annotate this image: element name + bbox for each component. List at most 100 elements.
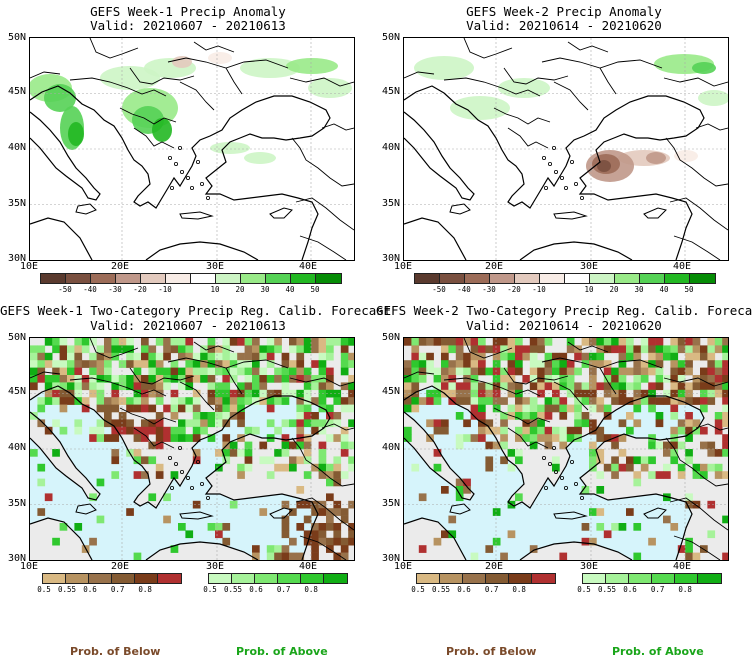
lon-label: 10E	[19, 561, 39, 572]
lon-label: 40E	[672, 261, 692, 272]
colorbar-swatch	[88, 573, 113, 584]
colorbar-swatch	[115, 273, 142, 284]
colorbar-tick: 10	[584, 285, 594, 294]
colorbar-swatch	[651, 573, 676, 584]
colorbar-tick: 0.55	[57, 585, 77, 594]
colorbar-tick: 50	[684, 285, 694, 294]
lon-label: 30E	[205, 261, 225, 272]
colorbar-tick: 0.55	[223, 585, 243, 594]
colorbar-swatch	[414, 273, 441, 284]
lon-label: 30E	[205, 561, 225, 572]
colorbar-swatch	[65, 573, 90, 584]
lon-label: 20E	[110, 261, 130, 272]
lat-label: 30N	[381, 253, 400, 264]
colorbar-tick: 30	[260, 285, 270, 294]
colorbar-tick: 20	[609, 285, 619, 294]
colorbar-swatch	[240, 273, 267, 284]
colorbar-swatch	[157, 573, 182, 584]
lon-label: 10E	[393, 561, 413, 572]
colorbar-tick: 0.8	[304, 585, 318, 594]
colorbar-swatch	[134, 573, 159, 584]
colorbar-tick: 0.5	[577, 585, 591, 594]
colorbar-swatch	[111, 573, 136, 584]
lat-label: 40N	[381, 442, 400, 453]
colorbar-tick: 30	[634, 285, 644, 294]
colorbar-tick: -40	[83, 285, 97, 294]
panel-week1-probability: GEFS Week-1 Two-Category Precip Reg. Cal…	[0, 300, 391, 600]
colorbar-tick: 50	[310, 285, 320, 294]
probability-map	[29, 337, 355, 561]
colorbar-swatch	[539, 273, 566, 284]
colorbar-tick: -10	[532, 285, 546, 294]
lat-label: 45N	[381, 86, 400, 97]
panel-title: GEFS Week-1 Precip Anomaly	[90, 4, 286, 19]
lat-label: 45N	[7, 386, 26, 397]
colorbar-tick: 0.55	[597, 585, 617, 594]
colorbar-swatch	[689, 273, 716, 284]
colorbar-swatch	[165, 273, 192, 284]
lat-label: 40N	[7, 442, 26, 453]
lat-label: 35N	[7, 498, 26, 509]
lat-label: 50N	[7, 332, 26, 343]
lat-label: 40N	[381, 142, 400, 153]
panel-title: GEFS Week-2 Precip Anomaly	[466, 4, 662, 19]
panel-valid-range: Valid: 20210614 - 20210620	[466, 318, 662, 333]
prob-below-label: Prob. of Below	[70, 645, 161, 658]
lon-label: 20E	[110, 561, 130, 572]
colorbar-tick: 0.7	[650, 585, 665, 594]
colorbar-swatch	[439, 573, 464, 584]
lat-label: 35N	[7, 198, 26, 209]
colorbar-tick: -10	[158, 285, 172, 294]
colorbar-tick: -20	[507, 285, 521, 294]
colorbar-tick: -20	[133, 285, 147, 294]
colorbar-swatch	[416, 573, 441, 584]
colorbar-swatch	[315, 273, 342, 284]
lat-label: 50N	[381, 332, 400, 343]
panel-valid-range: Valid: 20210607 - 20210613	[90, 18, 286, 33]
colorbar-swatch	[439, 273, 466, 284]
panel-valid-range: Valid: 20210614 - 20210620	[466, 18, 662, 33]
prob-above-label: Prob. of Above	[612, 645, 704, 658]
colorbar-tick: -30	[482, 285, 496, 294]
lon-label: 20E	[484, 261, 504, 272]
colorbar-swatch	[42, 573, 67, 584]
colorbar-tick: 0.55	[431, 585, 451, 594]
colorbar-tick: 0.6	[623, 585, 637, 594]
colorbar-tick: 0.8	[138, 585, 152, 594]
colorbar-tick: 0.7	[276, 585, 291, 594]
colorbar-tick: 40	[285, 285, 295, 294]
colorbar-swatch	[190, 273, 217, 284]
anomaly-map	[29, 37, 355, 261]
lat-label: 50N	[381, 32, 400, 43]
colorbar-swatch	[300, 573, 325, 584]
colorbar-tick: 0.6	[457, 585, 471, 594]
colorbar-tick: -50	[432, 285, 446, 294]
lon-label: 10E	[19, 261, 39, 272]
lon-label: 40E	[672, 561, 692, 572]
panel-week2-anomaly: GEFS Week-2 Precip Anomaly Valid: 202106…	[376, 0, 752, 300]
colorbar-tick: -50	[58, 285, 72, 294]
colorbar-swatch	[514, 273, 541, 284]
lat-label: 40N	[7, 142, 26, 153]
panel-valid-range: Valid: 20210607 - 20210613	[90, 318, 286, 333]
lon-label: 40E	[298, 261, 318, 272]
colorbar-tick: 0.5	[37, 585, 51, 594]
colorbar-swatch	[628, 573, 653, 584]
lat-label: 30N	[381, 553, 400, 564]
lon-label: 40E	[298, 561, 318, 572]
colorbar-swatch	[508, 573, 533, 584]
colorbar-tick: 40	[659, 285, 669, 294]
colorbar-swatch	[215, 273, 242, 284]
prob-above-label: Prob. of Above	[236, 645, 328, 658]
colorbar-swatch	[697, 573, 722, 584]
colorbar-tick: 10	[210, 285, 220, 294]
colorbar-swatch	[674, 573, 699, 584]
anomaly-map	[403, 37, 729, 261]
colorbar-tick: 0.6	[83, 585, 97, 594]
colorbar-tick: 20	[235, 285, 245, 294]
lat-label: 50N	[7, 32, 26, 43]
colorbar-tick: 0.7	[110, 585, 125, 594]
colorbar-swatch	[90, 273, 117, 284]
probability-map	[403, 337, 729, 561]
lon-label: 30E	[579, 561, 599, 572]
